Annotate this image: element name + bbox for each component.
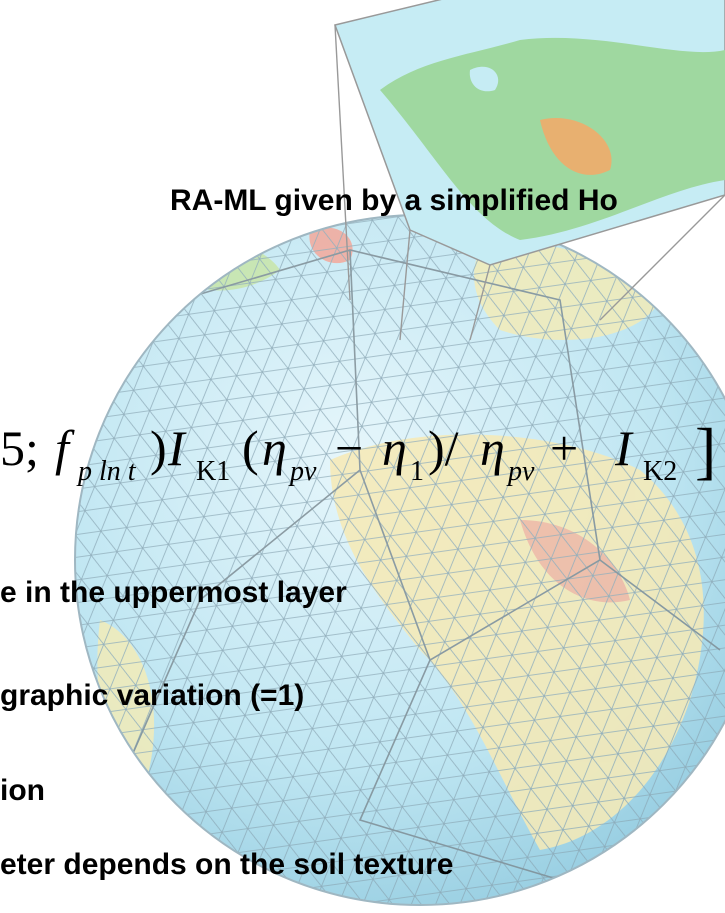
formula: 5; f p ln t ) I K1 ( η pv − η 1 )/ η pv … xyxy=(0,415,716,487)
map-inset xyxy=(334,0,725,341)
formula-part: K2 xyxy=(643,456,677,487)
formula-part: I xyxy=(614,420,634,476)
formula-part: p ln t xyxy=(76,456,137,487)
formula-part: − xyxy=(335,420,363,476)
formula-part: 5; xyxy=(0,420,39,476)
formula-part: )/ xyxy=(428,420,459,476)
bullet-line: graphic variation (=1) xyxy=(0,679,304,712)
formula-part: 1 xyxy=(410,456,424,487)
formula-part: η xyxy=(262,420,287,476)
bullet-line: e in the uppermost layer xyxy=(0,576,347,609)
bullet-line: ion xyxy=(0,774,45,807)
formula-part: ] xyxy=(695,415,716,486)
formula-part: pv xyxy=(506,456,535,487)
heading-line: RA-ML given by a simplified Ho xyxy=(170,184,618,217)
formula-part: K1 xyxy=(196,456,230,487)
formula-part: pv xyxy=(288,456,317,487)
formula-part: I xyxy=(167,420,187,476)
formula-part: η xyxy=(382,420,407,476)
formula-part: ) xyxy=(150,420,167,476)
formula-part: η xyxy=(480,420,505,476)
formula-part: f xyxy=(55,420,75,476)
formula-part: ( xyxy=(242,420,259,476)
formula-part: + xyxy=(550,420,578,476)
bullet-line: eter depends on the soil texture xyxy=(0,848,453,881)
